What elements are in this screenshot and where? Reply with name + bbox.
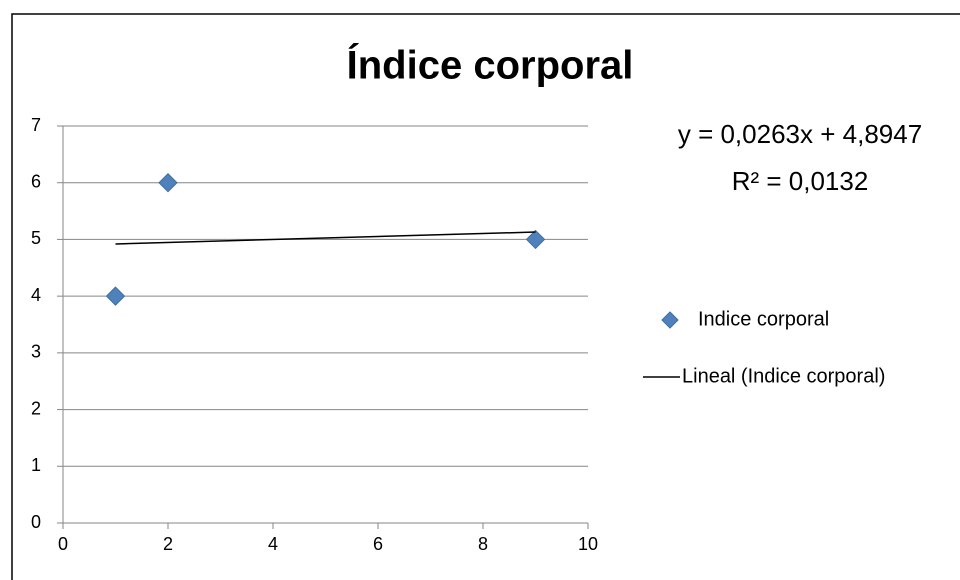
x-tick-label: 4 [268, 534, 278, 554]
marker [105, 286, 126, 306]
y-tick-label: 2 [31, 398, 41, 418]
chart-title: Índice corporal [347, 43, 634, 88]
legend-label: Lineal (Indice corporal) [682, 365, 885, 387]
x-tick-label: 0 [58, 534, 68, 554]
chart-border [11, 13, 960, 580]
x-tick-label: 8 [478, 534, 488, 554]
y-tick-label: 4 [31, 285, 41, 305]
trendline-r-squared: R² = 0,0132 [732, 166, 869, 196]
x-tick-label: 2 [163, 534, 173, 554]
marker [525, 229, 546, 250]
y-tick-label: 6 [31, 171, 41, 191]
y-tick-label: 7 [31, 115, 41, 135]
x-tick-label: 10 [578, 534, 598, 554]
marker [158, 173, 178, 193]
y-tick-label: 5 [31, 228, 41, 248]
trendline [115, 231, 536, 245]
y-tick-label: 1 [31, 455, 41, 475]
legend-marker [661, 311, 679, 329]
trendline-equation: y = 0,0263x + 4,8947 [678, 119, 922, 149]
x-tick-label: 6 [373, 534, 383, 554]
y-tick-label: 3 [31, 342, 41, 362]
legend-label: Indice corporal [698, 308, 829, 330]
y-tick-label: 0 [31, 512, 41, 532]
